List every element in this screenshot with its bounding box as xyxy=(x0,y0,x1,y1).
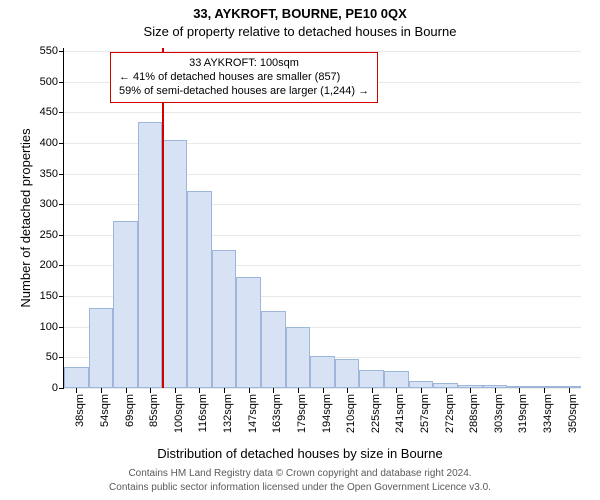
ytick-mark xyxy=(59,235,64,236)
ytick-label: 250 xyxy=(40,229,58,241)
annotation-line: 33 AYKROFT: 100sqm xyxy=(119,57,369,71)
xtick-mark xyxy=(224,388,225,393)
xtick-mark xyxy=(101,388,102,393)
xtick-mark xyxy=(519,388,520,393)
ytick-label: 50 xyxy=(46,351,58,363)
ytick-label: 200 xyxy=(40,259,58,271)
xtick-mark xyxy=(298,388,299,393)
xtick-mark xyxy=(273,388,274,393)
xtick-label: 85sqm xyxy=(148,394,160,427)
annotation-box: 33 AYKROFT: 100sqm← 41% of detached hous… xyxy=(110,52,378,103)
ytick-label: 550 xyxy=(40,45,58,57)
histogram-bar xyxy=(212,250,237,388)
annotation-line: 59% of semi-detached houses are larger (… xyxy=(119,85,369,99)
xtick-label: 54sqm xyxy=(99,394,111,427)
histogram-bar xyxy=(187,191,212,388)
xtick-label: 319sqm xyxy=(517,394,529,433)
xtick-label: 288sqm xyxy=(468,394,480,433)
footer-line-2: Contains public sector information licen… xyxy=(0,482,600,493)
histogram-bar xyxy=(409,381,434,388)
ytick-mark xyxy=(59,265,64,266)
ytick-label: 0 xyxy=(52,382,58,394)
ytick-mark xyxy=(59,296,64,297)
ytick-label: 150 xyxy=(40,290,58,302)
xtick-mark xyxy=(446,388,447,393)
xtick-mark xyxy=(76,388,77,393)
xtick-label: 334sqm xyxy=(542,394,554,433)
xtick-label: 194sqm xyxy=(321,394,333,433)
ytick-label: 450 xyxy=(40,106,58,118)
ytick-mark xyxy=(59,143,64,144)
ytick-mark xyxy=(59,82,64,83)
histogram-bar xyxy=(384,371,409,388)
histogram-bar xyxy=(64,367,89,388)
xtick-mark xyxy=(347,388,348,393)
xtick-label: 210sqm xyxy=(345,394,357,433)
ytick-mark xyxy=(59,112,64,113)
y-axis-label: Number of detached properties xyxy=(18,128,33,307)
histogram-bar xyxy=(236,277,261,388)
histogram-bar xyxy=(113,221,138,388)
ytick-mark xyxy=(59,51,64,52)
xtick-label: 179sqm xyxy=(296,394,308,433)
xtick-mark xyxy=(249,388,250,393)
xtick-mark xyxy=(175,388,176,393)
xtick-label: 350sqm xyxy=(567,394,579,433)
xtick-mark xyxy=(569,388,570,393)
xtick-mark xyxy=(396,388,397,393)
ytick-label: 100 xyxy=(40,321,58,333)
histogram-bar xyxy=(335,359,360,388)
xtick-mark xyxy=(421,388,422,393)
xtick-label: 132sqm xyxy=(222,394,234,433)
ytick-mark xyxy=(59,357,64,358)
xtick-label: 225sqm xyxy=(370,394,382,433)
ytick-mark xyxy=(59,204,64,205)
xtick-label: 257sqm xyxy=(419,394,431,433)
ytick-label: 350 xyxy=(40,168,58,180)
xtick-mark xyxy=(150,388,151,393)
histogram-bar xyxy=(261,311,286,388)
xtick-label: 100sqm xyxy=(173,394,185,433)
gridline xyxy=(64,112,581,113)
xtick-mark xyxy=(470,388,471,393)
xtick-label: 116sqm xyxy=(197,394,209,432)
xtick-mark xyxy=(495,388,496,393)
ytick-label: 500 xyxy=(40,76,58,88)
histogram-bar xyxy=(286,327,311,388)
chart-container: 33, AYKROFT, BOURNE, PE10 0QX Size of pr… xyxy=(0,0,600,500)
ytick-mark xyxy=(59,388,64,389)
xtick-label: 163sqm xyxy=(271,394,283,433)
chart-title-description: Size of property relative to detached ho… xyxy=(0,24,600,39)
xtick-mark xyxy=(372,388,373,393)
xtick-label: 303sqm xyxy=(493,394,505,433)
xtick-label: 241sqm xyxy=(394,394,406,433)
histogram-bar xyxy=(162,140,187,388)
xtick-label: 272sqm xyxy=(444,394,456,433)
ytick-mark xyxy=(59,327,64,328)
chart-title-address: 33, AYKROFT, BOURNE, PE10 0QX xyxy=(0,6,600,21)
histogram-bar xyxy=(138,122,163,388)
histogram-bar xyxy=(359,370,384,388)
xtick-label: 69sqm xyxy=(124,394,136,427)
ytick-label: 400 xyxy=(40,137,58,149)
histogram-bar xyxy=(310,356,335,388)
ytick-label: 300 xyxy=(40,198,58,210)
xtick-mark xyxy=(126,388,127,393)
ytick-mark xyxy=(59,174,64,175)
annotation-line: ← 41% of detached houses are smaller (85… xyxy=(119,71,369,85)
histogram-bar xyxy=(89,308,114,388)
xtick-label: 38sqm xyxy=(74,394,86,427)
xtick-mark xyxy=(199,388,200,393)
xtick-mark xyxy=(544,388,545,393)
x-axis-label: Distribution of detached houses by size … xyxy=(0,446,600,461)
footer-line-1: Contains HM Land Registry data © Crown c… xyxy=(0,468,600,479)
xtick-label: 147sqm xyxy=(247,394,259,433)
xtick-mark xyxy=(323,388,324,393)
